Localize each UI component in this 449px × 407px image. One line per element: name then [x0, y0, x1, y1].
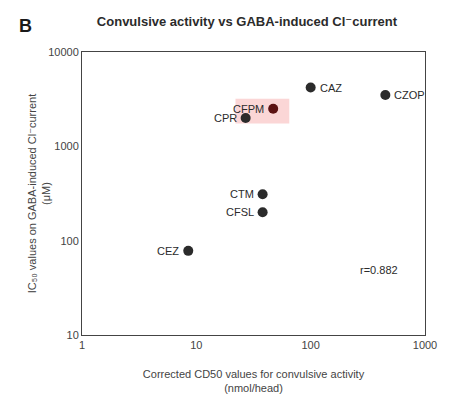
svg-text:CEZ: CEZ: [157, 245, 179, 257]
svg-text:CZOP: CZOP: [394, 89, 425, 101]
svg-text:IC₅₀ values on GABA-induced Cl: IC₅₀ values on GABA-induced Cl⁻current(μ…: [26, 94, 52, 293]
svg-text:1000: 1000: [413, 339, 437, 351]
svg-text:1000: 1000: [54, 140, 78, 152]
svg-text:CFSL: CFSL: [226, 206, 254, 218]
svg-text:r=0.882: r=0.882: [360, 264, 398, 276]
svg-text:CAZ: CAZ: [320, 82, 342, 94]
svg-text:CPR: CPR: [214, 112, 237, 124]
svg-text:B: B: [19, 16, 32, 36]
svg-text:Corrected CD50 values for conv: Corrected CD50 values for convulsive act…: [143, 368, 365, 394]
svg-text:100: 100: [301, 339, 319, 351]
svg-text:10: 10: [67, 329, 79, 341]
svg-text:100: 100: [60, 235, 78, 247]
svg-text:1: 1: [79, 339, 85, 351]
svg-text:10000: 10000: [48, 46, 79, 58]
svg-text:CTM: CTM: [230, 188, 254, 200]
svg-text:CFPM: CFPM: [233, 103, 264, 115]
svg-text:10: 10: [190, 339, 202, 351]
svg-text:Convulsive activity vs GABA-in: Convulsive activity vs GABA-induced Cl⁻c…: [97, 14, 398, 29]
